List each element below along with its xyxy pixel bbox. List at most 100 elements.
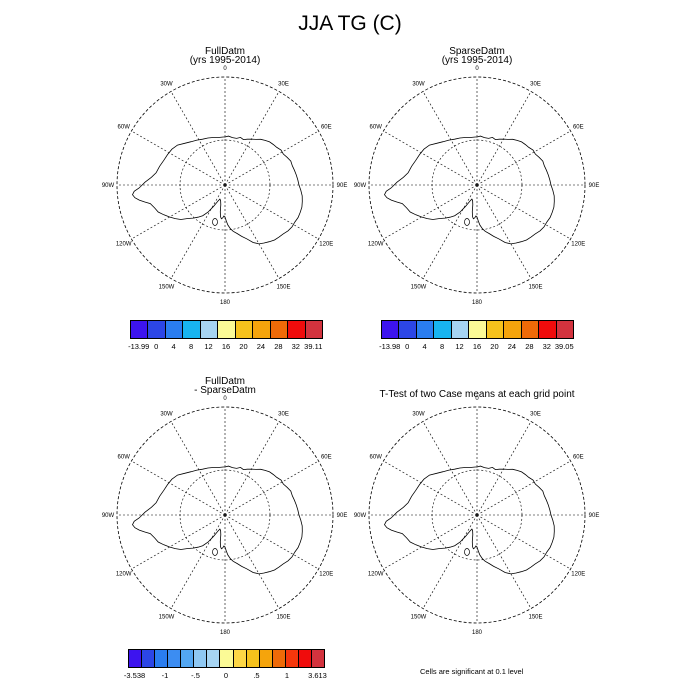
longitude-label: 180: [220, 630, 231, 636]
longitude-label: 60E: [321, 125, 332, 131]
meridian-line: [170, 91, 226, 186]
longitude-label: 90W: [102, 183, 115, 189]
longitude-label: 60E: [321, 455, 332, 461]
colorbar-cell: [450, 320, 470, 339]
meridian-line: [224, 91, 280, 186]
colorbar-cell: [217, 320, 236, 339]
colorbar-tick-label: 39.11: [304, 342, 323, 351]
longitude-label: 120E: [571, 572, 585, 578]
colorbar-cell: [555, 320, 574, 339]
longitude-label: 120W: [368, 572, 384, 578]
colorbar-cell: [468, 320, 487, 339]
colorbar-cell: [269, 320, 289, 339]
longitude-label: 180: [220, 300, 231, 306]
meridian-line: [476, 460, 571, 516]
longitude-label: 120E: [571, 242, 585, 248]
longitude-label: 90E: [337, 513, 348, 519]
polar-map-sparse-datm: 0 30E 60E 90E 120E 150E 180 150W 120W 90W 60W 30W: [354, 66, 600, 306]
map-boundary: [116, 76, 334, 294]
panel-title-line2: (yrs 1995-2014): [189, 55, 261, 66]
colorbar-cell: [232, 649, 247, 668]
colorbar-tick-label: -13.99: [128, 342, 150, 351]
longitude-label: 90W: [102, 513, 115, 519]
antarctica-coastline: [384, 465, 555, 575]
antarctica-coastline: [132, 135, 303, 245]
colorbar-tick-label: -1: [161, 671, 169, 680]
map-boundary: [368, 76, 586, 294]
meridian-line: [224, 460, 319, 516]
meridian-line: [383, 460, 478, 516]
panel-title-line2: (yrs 1995-2014): [441, 55, 513, 66]
longitude-label: 30E: [530, 412, 541, 418]
colorbar-cell: [199, 320, 219, 339]
meridian-line: [224, 184, 319, 240]
longitude-label: 30W: [160, 82, 173, 88]
colorbar-cell: [503, 320, 522, 339]
longitude-label: 180: [472, 300, 483, 306]
colorbar-tick-label: -3.538: [123, 671, 146, 680]
colorbar-tick-label: 4: [422, 342, 427, 351]
colorbar-cell: [287, 320, 306, 339]
map-boundary: [116, 406, 334, 624]
longitude-label: 30E: [278, 82, 289, 88]
colorbar-cell: [167, 649, 182, 668]
colorbar-tick-label: 32: [291, 342, 300, 351]
colorbar-cell: [234, 320, 254, 339]
colorbar-difference: -3.538 -1 -.5 0 .5 1 3.613: [124, 649, 327, 680]
colorbar-tick-label: 20: [490, 342, 499, 351]
antarctica-coastline: [132, 465, 303, 575]
meridian-line: [170, 184, 226, 279]
colorbar-cell: [284, 649, 299, 668]
longitude-label: 60W: [370, 125, 383, 131]
island-outline: [212, 218, 218, 226]
meridian-line: [476, 184, 571, 240]
colorbar-tick-label: -.5: [191, 671, 200, 680]
colorbar-cell: [485, 320, 505, 339]
longitude-label: 120W: [116, 242, 132, 248]
meridian-line: [131, 460, 226, 516]
colorbar-tick-label: 12: [455, 342, 464, 351]
meridian-line: [131, 514, 226, 570]
colorbar-cell: [180, 649, 195, 668]
colorbar-tick-label: 24: [507, 342, 517, 351]
longitude-label: 0: [475, 66, 479, 72]
panel-title-line1: FullDatm: [204, 376, 245, 387]
meridian-line: [383, 130, 478, 186]
longitude-label: 150W: [411, 284, 427, 290]
colorbar-tick-label: 24: [256, 342, 266, 351]
longitude-label: 150E: [528, 284, 542, 290]
meridian-line: [422, 91, 478, 186]
longitude-label: 150W: [159, 614, 175, 620]
colorbar-tick-label: 39.05: [554, 342, 574, 351]
longitude-label: 0: [475, 396, 479, 402]
colorbar-cell: [206, 649, 221, 668]
antarctica-coastline: [384, 135, 555, 245]
colorbar-cell: [520, 320, 540, 339]
island-outline: [212, 548, 218, 556]
colorbar-cell: [297, 649, 312, 668]
meridian-line: [422, 514, 478, 609]
colorbar-cell: [128, 649, 143, 668]
longitude-label: 90W: [354, 513, 367, 519]
colorbar-tick-label: 28: [525, 342, 534, 351]
longitude-label: 150E: [528, 614, 542, 620]
map-boundary: [368, 406, 586, 624]
meridian-line: [170, 421, 226, 516]
colorbar-tick-label: .5: [253, 671, 260, 680]
longitude-label: 120E: [319, 572, 333, 578]
colorbar-tick-label: 20: [239, 342, 248, 351]
longitude-label: 90E: [589, 183, 600, 189]
longitude-label: 60E: [573, 455, 584, 461]
meridian-line: [224, 514, 319, 570]
colorbar-tick-label: 16: [472, 342, 482, 351]
meridian-line: [476, 91, 532, 186]
panel-title-line1: SparseDatm: [449, 46, 505, 57]
longitude-label: 90E: [337, 183, 348, 189]
colorbar-cell: [130, 320, 149, 339]
colorbar-cell: [538, 320, 557, 339]
panel-title: T-Test of two Case means at each grid po…: [379, 389, 575, 400]
polar-map-difference: 0 30E 60E 90E 120E 150E 180 150W 120W 90W 60W 30W: [102, 396, 348, 636]
colorbar-sparse-datm: -13.98 0 4 8 12 16 20 24 28 32 39.05: [379, 320, 574, 351]
colorbar-cell: [164, 320, 184, 339]
figure-title: JJA TG (C): [298, 12, 402, 35]
